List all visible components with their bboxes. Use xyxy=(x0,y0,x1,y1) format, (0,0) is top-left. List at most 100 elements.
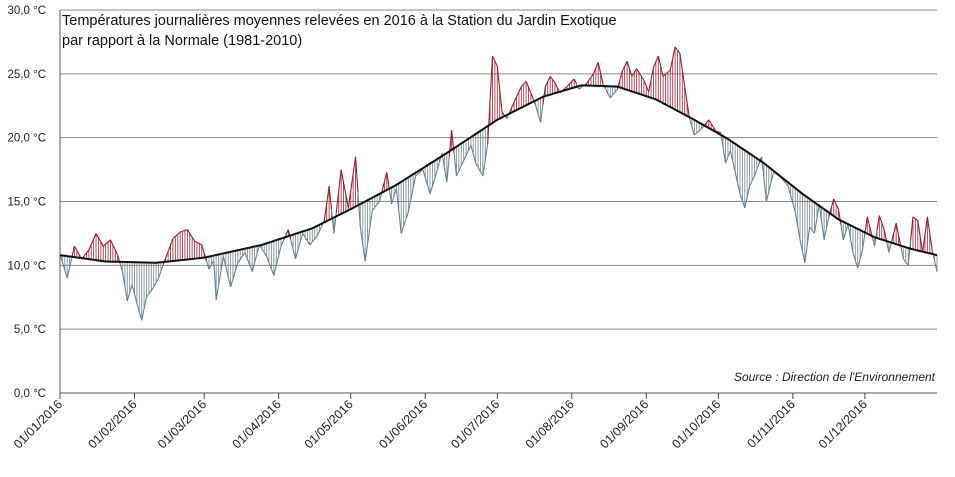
daily-temperature-segment xyxy=(227,276,232,288)
daily-temperature-segment xyxy=(237,259,241,264)
daily-temperature-segment xyxy=(172,235,176,239)
daily-temperature-segment xyxy=(475,162,479,168)
daily-temperature-segment xyxy=(105,241,109,245)
daily-temperature-segment xyxy=(852,252,856,261)
daily-temperature-segment xyxy=(254,253,258,263)
daily-temperature-segment xyxy=(273,265,277,276)
daily-temperature-segment xyxy=(304,236,308,242)
daily-temperature-segment xyxy=(491,55,496,62)
daily-temperature-segment xyxy=(729,150,734,162)
daily-temperature-segment xyxy=(412,175,417,188)
daily-temperature-segment xyxy=(206,260,210,270)
daily-temperature-segment xyxy=(294,250,299,260)
x-tick-label: 01/01/2016 xyxy=(11,397,65,451)
daily-temperature-segment xyxy=(915,218,919,222)
daily-temperature-segment xyxy=(840,224,844,240)
daily-temperature-segment xyxy=(722,147,727,164)
daily-temperature-segment xyxy=(359,226,364,245)
daily-temperature-segment xyxy=(520,83,525,87)
daily-temperature-segment xyxy=(833,198,837,205)
daily-temperature-segment xyxy=(112,244,116,251)
daily-temperature-segment xyxy=(554,82,558,89)
daily-temperature-segment xyxy=(174,233,179,237)
daily-temperature-segment xyxy=(540,104,544,123)
daily-temperature-segment xyxy=(626,60,630,69)
daily-temperature-segment xyxy=(381,181,385,192)
daily-temperature-segment xyxy=(309,241,313,246)
daily-temperature-segment xyxy=(436,161,441,171)
daily-temperature-segment xyxy=(208,264,212,270)
daily-temperature-segment xyxy=(275,255,280,266)
daily-temperature-segment xyxy=(323,203,328,221)
daily-temperature-segment xyxy=(770,172,775,183)
daily-temperature-segment xyxy=(893,223,897,234)
daily-temperature-segment xyxy=(902,258,907,263)
daily-temperature-segment xyxy=(895,223,900,236)
daily-temperature-segment xyxy=(566,83,570,87)
daily-temperature-segment xyxy=(314,235,318,240)
daily-temperature-segment xyxy=(455,170,460,177)
daily-temperature-segment xyxy=(665,71,669,75)
daily-temperature-segment xyxy=(182,229,186,232)
daily-temperature-segment xyxy=(597,62,602,74)
daily-temperature-segment xyxy=(741,200,746,209)
daily-temperature-segment xyxy=(338,169,342,191)
daily-temperature-segment xyxy=(931,249,936,261)
daily-temperature-segment xyxy=(453,152,457,177)
daily-temperature-segment xyxy=(547,76,551,82)
daily-temperature-segment xyxy=(878,215,883,223)
daily-temperature-segment xyxy=(607,93,611,99)
daily-temperature-segment xyxy=(511,101,515,108)
daily-temperature-segment xyxy=(624,60,628,67)
daily-temperature-segment xyxy=(148,290,152,295)
daily-temperature-segment xyxy=(335,190,340,213)
daily-temperature-segment xyxy=(362,244,366,262)
daily-temperature-segment xyxy=(792,203,796,212)
daily-temperature-segment xyxy=(530,92,534,100)
daily-temperature-segment xyxy=(881,222,885,230)
daily-temperature-segment xyxy=(131,284,136,295)
daily-temperature-segment xyxy=(705,119,710,124)
daily-temperature-segment xyxy=(888,242,892,253)
daily-temperature-segment xyxy=(470,145,474,155)
daily-temperature-segment xyxy=(201,244,205,254)
daily-temperature-segment xyxy=(619,71,623,81)
daily-temperature-segment xyxy=(268,262,272,270)
daily-temperature-segment xyxy=(684,86,688,103)
daily-temperature-segment xyxy=(797,225,801,240)
daily-temperature-segment xyxy=(765,191,770,202)
daily-temperature-segment xyxy=(708,119,712,124)
chart-source: Source : Direction de l'Environnement xyxy=(733,370,935,384)
daily-temperature-segment xyxy=(316,230,320,237)
daily-temperature-segment xyxy=(246,258,251,266)
daily-temperature-segment xyxy=(191,236,196,242)
daily-temperature-segment xyxy=(677,49,681,54)
daily-temperature-segment xyxy=(326,186,330,204)
daily-temperature-segment xyxy=(311,238,316,243)
daily-temperature-segment xyxy=(746,186,751,198)
daily-temperature-segment xyxy=(612,91,616,96)
x-tick-label: 01/11/2016 xyxy=(744,397,798,451)
daily-temperature-segment xyxy=(179,230,183,233)
daily-temperature-segment xyxy=(643,80,647,87)
x-tick-label: 01/12/2016 xyxy=(816,397,870,451)
daily-temperature-segment xyxy=(71,246,75,257)
daily-temperature-segment xyxy=(427,185,431,194)
daily-temperature-segment xyxy=(883,229,888,242)
daily-temperature-segment xyxy=(849,238,854,253)
daily-temperature-segment xyxy=(756,163,760,170)
daily-temperature-segment xyxy=(609,94,614,99)
daily-temperature-segment xyxy=(657,55,662,67)
daily-temperature-segment xyxy=(177,231,181,235)
chart-title-line-1: Températures journalières moyennes relev… xyxy=(62,13,617,29)
daily-temperature-segment xyxy=(434,169,438,179)
daily-temperature-segment xyxy=(821,221,825,240)
daily-temperature-segment xyxy=(95,233,99,238)
daily-temperature-segment xyxy=(907,241,912,266)
daily-temperature-segment xyxy=(926,216,931,234)
daily-temperature-segment xyxy=(861,233,866,251)
daily-temperature-segment xyxy=(628,68,633,77)
y-tick-label: 10,0 °C xyxy=(8,260,46,272)
daily-temperature-segment xyxy=(809,226,813,231)
